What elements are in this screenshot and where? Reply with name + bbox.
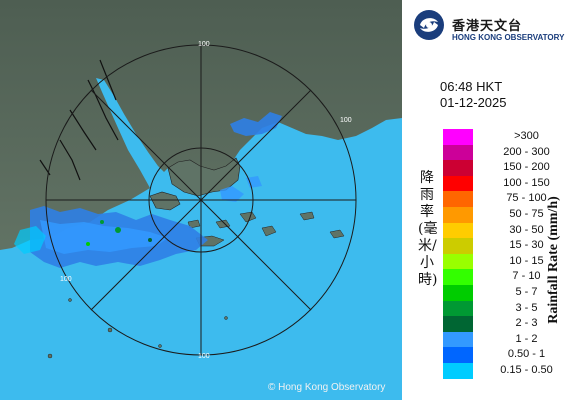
legend-label: 15 - 30	[509, 239, 544, 252]
legend-item: 7 - 10	[443, 269, 573, 285]
rainfall-legend: >300 200 - 300 150 - 200 100 - 150 75 - 100 5…	[443, 129, 573, 379]
legend-title-en: Rainfall Rate (mm/h)	[546, 196, 561, 324]
legend-item: 150 - 200	[443, 160, 573, 176]
observatory-logo-icon	[414, 10, 444, 40]
copyright-notice: © Hong Kong Observatory	[268, 382, 386, 393]
legend-item: 30 - 50	[443, 222, 573, 239]
legend-swatch	[443, 129, 473, 145]
legend-item: 75 - 100	[443, 191, 573, 207]
legend-label: 5 - 7	[515, 285, 538, 298]
legend-item: 5 - 7	[443, 284, 573, 301]
range-label-east: 100	[340, 117, 352, 124]
observatory-logo: 香港天文台 HONG KONG OBSERVATORY	[412, 6, 572, 46]
legend-label: 100 - 150	[503, 176, 550, 189]
legend-item: 50 - 75	[443, 206, 573, 223]
range-rings	[45, 44, 357, 356]
legend-swatch	[443, 269, 473, 285]
legend-swatch	[443, 316, 473, 332]
legend-item: 0.50 - 1	[443, 347, 573, 363]
legend-label: 2 - 3	[515, 317, 538, 330]
radar-map: 100 100 100 100 © Hong Kong Observatory	[0, 0, 402, 400]
legend-item: 100 - 150	[443, 175, 573, 192]
legend-label: 1 - 2	[515, 332, 538, 345]
legend-panel: 香港天文台 HONG KONG OBSERVATORY 06:48 HKT 01…	[402, 0, 577, 400]
legend-swatch	[443, 191, 473, 207]
lantau-island	[149, 191, 181, 211]
radar-time: 06:48 HKT	[440, 79, 503, 94]
legend-item: 200 - 300	[443, 144, 573, 161]
legend-swatch	[443, 144, 473, 161]
legend-item: >300	[443, 129, 573, 145]
legend-swatch	[443, 206, 473, 223]
legend-item: 3 - 5	[443, 300, 573, 317]
legend-label: 0.50 - 1	[507, 348, 546, 361]
legend-label: 3 - 5	[515, 301, 538, 314]
legend-label: 10 - 15	[509, 254, 544, 267]
observatory-name-en: HONG KONG OBSERVATORY	[452, 33, 565, 42]
range-label-north: 100	[198, 41, 210, 48]
legend-item: 2 - 3	[443, 316, 573, 332]
legend-swatch	[443, 175, 473, 192]
islands	[47, 211, 345, 359]
pearl-river-estuary	[96, 78, 166, 188]
rain-echoes	[14, 112, 282, 268]
legend-item: 0.15 - 0.50	[443, 362, 573, 379]
legend-item: 10 - 15	[443, 253, 573, 270]
legend-swatch	[443, 238, 473, 254]
legend-swatch	[443, 362, 473, 379]
legend-label: 7 - 10	[512, 270, 541, 283]
legend-label: 30 - 50	[509, 223, 544, 236]
legend-swatch	[443, 284, 473, 301]
legend-swatch	[443, 331, 473, 348]
legend-title-cn: 降雨率(毫米/小時)	[418, 170, 438, 288]
legend-item: 15 - 30	[443, 238, 573, 254]
legend-swatch	[443, 222, 473, 239]
legend-label: 75 - 100	[506, 192, 547, 205]
legend-label: 50 - 75	[509, 207, 544, 220]
range-label-south: 100	[198, 353, 210, 360]
legend-label: 0.15 - 0.50	[500, 363, 553, 376]
legend-item: 1 - 2	[443, 331, 573, 348]
radar-date: 01-12-2025	[440, 95, 507, 110]
legend-label: 200 - 300	[503, 145, 550, 158]
legend-label: 150 - 200	[503, 161, 550, 174]
legend-label: >300	[514, 130, 539, 142]
legend-swatch	[443, 347, 473, 363]
legend-swatch	[443, 253, 473, 270]
legend-swatch	[443, 300, 473, 317]
legend-swatch	[443, 160, 473, 176]
range-label-west: 100	[60, 276, 72, 283]
observatory-name-cn: 香港天文台	[452, 19, 523, 34]
radar-map-svg: 100 100 100 100	[0, 0, 402, 400]
